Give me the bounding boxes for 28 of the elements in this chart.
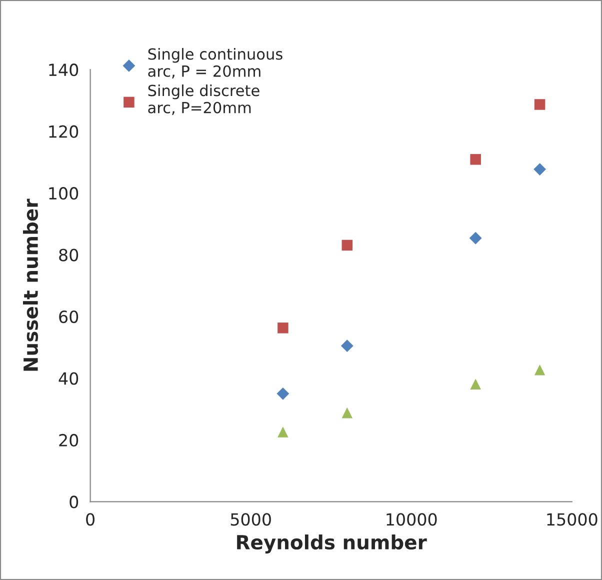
point	[534, 99, 546, 110]
point	[340, 340, 354, 352]
point	[342, 407, 353, 418]
y-tick-label: 0	[70, 496, 78, 508]
y-tick-label: 80	[59, 248, 78, 262]
x-tick-label: 10000	[386, 513, 437, 526]
point	[469, 232, 482, 244]
y-tick-label: 20	[59, 434, 78, 447]
y-tick-label: 120	[49, 125, 78, 138]
legend-label: Single discrete arc, P=20mm	[148, 84, 260, 115]
y-axis-title: Nusselt number	[23, 198, 38, 371]
y-tick-label: 100	[49, 187, 78, 200]
point	[278, 426, 288, 438]
point	[276, 387, 290, 400]
y-tick-label: 140	[49, 64, 78, 76]
x-tick-label: 5000	[230, 513, 271, 526]
x-axis-title: Reynolds number	[237, 534, 427, 554]
point	[342, 240, 353, 251]
y-tick-label: 40	[58, 372, 78, 385]
point	[534, 163, 546, 176]
legend-label: Single continuous arc, P = 20mm	[148, 48, 282, 78]
point	[470, 378, 481, 390]
point	[470, 154, 481, 165]
y-tick-label: 60	[59, 310, 78, 324]
point	[278, 322, 288, 334]
point	[534, 364, 546, 376]
x-tick-label: 0	[86, 513, 94, 526]
x-tick-label: 15000	[547, 513, 598, 526]
